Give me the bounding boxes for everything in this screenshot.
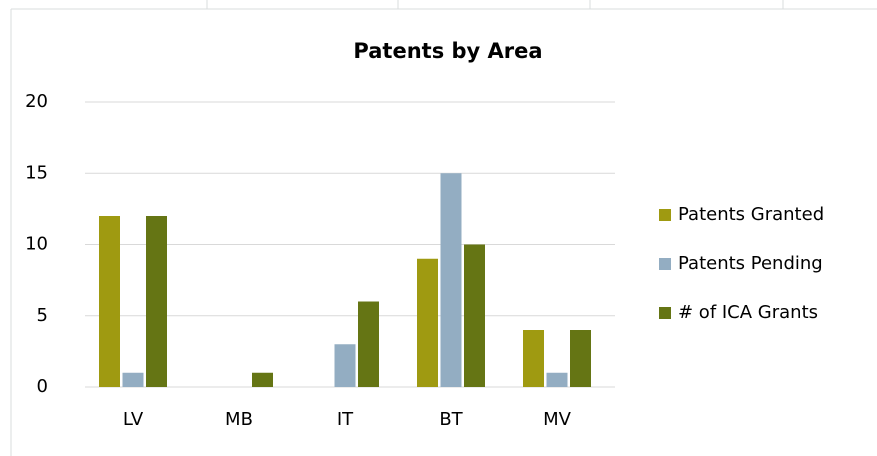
bar — [440, 173, 462, 387]
legend-swatch — [659, 209, 671, 221]
x-tick-label: MV — [543, 409, 572, 430]
bar — [570, 330, 591, 387]
y-tick-label: 5 — [37, 305, 48, 326]
x-tick-label: BT — [439, 409, 463, 430]
bar — [334, 344, 356, 387]
sheet-grid — [10, 0, 877, 456]
y-tick-label: 0 — [37, 376, 48, 397]
legend-swatch — [659, 258, 671, 270]
x-tick-label: IT — [337, 409, 354, 430]
bar — [417, 258, 438, 387]
legend-label: Patents Granted — [678, 204, 824, 225]
y-tick-label: 15 — [25, 162, 48, 183]
bar — [252, 372, 273, 387]
bar — [146, 216, 167, 387]
y-tick-label: 20 — [25, 91, 48, 112]
y-tick-label: 10 — [25, 234, 48, 255]
chart-title: Patents by Area — [353, 39, 542, 63]
legend-label: # of ICA Grants — [678, 302, 818, 323]
legend-swatch — [659, 307, 671, 319]
bar — [122, 372, 144, 387]
bar — [523, 330, 544, 387]
bar — [358, 301, 379, 387]
legend-label: Patents Pending — [678, 253, 823, 274]
x-tick-label: MB — [225, 409, 253, 430]
x-tick-label: LV — [123, 409, 144, 430]
bar — [99, 216, 120, 387]
bar — [464, 244, 485, 387]
bar — [546, 372, 568, 387]
